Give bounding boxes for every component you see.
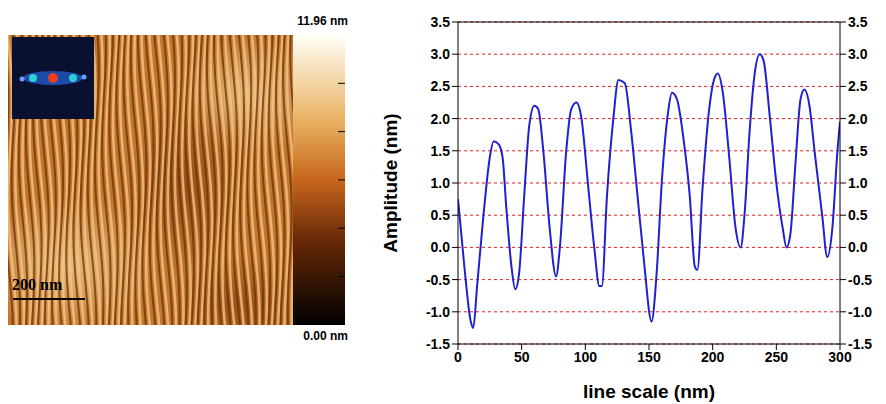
svg-text:50: 50 bbox=[514, 349, 530, 365]
svg-text:3.0: 3.0 bbox=[848, 46, 868, 62]
svg-text:150: 150 bbox=[637, 349, 661, 365]
svg-text:-0.5: -0.5 bbox=[848, 272, 872, 288]
svg-text:0.0: 0.0 bbox=[848, 239, 868, 255]
svg-text:0.0: 0.0 bbox=[431, 239, 451, 255]
html-text:11.96 nm: 11.96 nm bbox=[297, 14, 348, 28]
svg-text:-1.5: -1.5 bbox=[848, 336, 872, 352]
svg-text:2.0: 2.0 bbox=[431, 111, 451, 127]
svg-text:Amplitude (nm): Amplitude (nm) bbox=[380, 113, 401, 252]
svg-text:300: 300 bbox=[828, 348, 852, 365]
svg-text:3.5: 3.5 bbox=[431, 14, 451, 30]
html-text:200 nm: 200 nm bbox=[12, 276, 63, 293]
svg-text:0.5: 0.5 bbox=[848, 207, 868, 223]
svg-text:2.5: 2.5 bbox=[431, 78, 451, 94]
svg-text:2.5: 2.5 bbox=[848, 78, 868, 94]
svg-text:100: 100 bbox=[574, 349, 598, 365]
svg-text:line scale (nm): line scale (nm) bbox=[583, 381, 715, 402]
svg-text:3.0: 3.0 bbox=[431, 46, 451, 62]
svg-text:1.5: 1.5 bbox=[848, 143, 868, 159]
svg-text:0: 0 bbox=[454, 349, 462, 365]
svg-text:0.5: 0.5 bbox=[431, 207, 451, 223]
svg-text:1.5: 1.5 bbox=[431, 143, 451, 159]
svg-text:2.0: 2.0 bbox=[848, 111, 868, 127]
svg-text:1.0: 1.0 bbox=[848, 175, 868, 191]
svg-text:1.0: 1.0 bbox=[431, 175, 451, 191]
svg-text:3.5: 3.5 bbox=[848, 14, 868, 30]
svg-text:-1.0: -1.0 bbox=[426, 304, 450, 320]
html-text:0.00 nm: 0.00 nm bbox=[303, 329, 348, 343]
svg-text:-1.5: -1.5 bbox=[426, 336, 450, 352]
svg-text:-1.0: -1.0 bbox=[848, 304, 872, 320]
svg-text:-0.5: -0.5 bbox=[426, 272, 450, 288]
svg-text:200: 200 bbox=[701, 349, 725, 365]
svg-text:250: 250 bbox=[765, 349, 789, 365]
